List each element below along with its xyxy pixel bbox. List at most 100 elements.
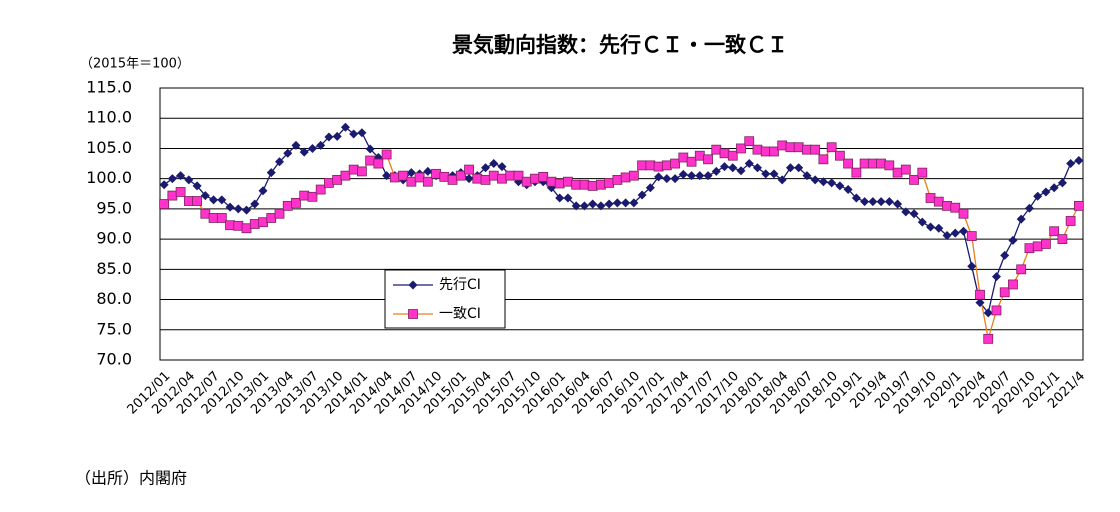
data-point [497,173,507,184]
data-point [357,128,367,138]
data-point [200,191,210,201]
data-point [167,174,177,184]
data-point [274,208,285,219]
data-point [225,220,235,231]
data-point [365,144,375,154]
data-point [480,174,491,185]
legend-label: 先行CI [439,277,481,293]
data-point [670,174,680,184]
data-point [810,175,820,185]
data-point [843,185,853,195]
data-point [1041,187,1051,197]
data-point [488,170,499,181]
data-point [546,176,557,187]
data-point [365,155,376,166]
series-line [163,140,1080,340]
data-point [917,167,928,178]
data-point [925,193,936,203]
data-point [200,208,211,219]
data-point [1049,183,1059,193]
data-point [728,163,738,173]
data-point [588,199,598,209]
data-point [291,140,301,150]
data-point [513,170,524,181]
series-line [163,126,1080,315]
data-point [744,159,754,169]
data-point [983,333,994,344]
legend-marker [408,309,418,319]
data-point [596,201,606,211]
data-point [274,157,284,167]
data-point [761,169,771,179]
data-point [176,171,186,181]
data-point [959,226,969,236]
data-point [167,190,178,201]
data-point [389,172,400,183]
data-point [1024,243,1035,254]
legend-label: 一致CI [439,306,481,322]
data-point [183,196,194,206]
data-point [983,308,993,318]
data-point [1057,234,1068,245]
data-point [1024,203,1034,213]
data-point [1000,250,1010,260]
data-point [554,178,565,189]
data-point [612,198,622,208]
data-point [423,166,433,176]
data-point [497,162,507,172]
data-point [662,174,672,184]
data-point [851,193,861,203]
data-point [827,178,837,188]
y-tick-label: 100.0 [86,168,132,187]
data-point [563,176,573,187]
data-point [489,159,499,169]
data-point [645,160,656,171]
data-point [727,150,738,161]
data-point [249,219,260,229]
data-point [283,148,293,158]
data-point [1016,214,1026,224]
data-point [678,152,689,163]
y-tick-label: 80.0 [96,289,132,308]
data-point [720,162,730,172]
data-point [686,156,697,167]
data-point [794,163,804,173]
data-point [357,166,367,177]
data-point [225,202,235,212]
data-point [661,160,672,171]
data-point [867,158,878,169]
data-point [604,177,615,188]
data-point [711,144,722,155]
data-point [521,176,532,187]
data-point [324,177,334,188]
data-point [439,171,450,182]
data-point [1016,264,1027,275]
data-point [975,298,985,308]
y-tick-label: 105.0 [86,138,132,157]
data-point [233,204,243,214]
data-point [637,190,647,200]
data-point [818,177,828,187]
y-tick-label: 70.0 [96,350,132,369]
data-point [1008,235,1018,245]
data-point [645,183,655,193]
chart-title: 景気動向指数：先行ＣＩ・一致ＣＩ [452,33,788,57]
data-point [414,172,425,183]
data-point [348,164,359,175]
data-point [785,142,796,153]
data-point [736,143,746,154]
data-point [332,174,343,185]
data-point [307,143,317,153]
data-point [793,142,804,153]
data-point [340,122,350,132]
data-point [571,179,582,190]
data-point [373,158,384,169]
data-point [694,150,705,161]
data-point [398,170,409,181]
data-point [555,193,565,203]
data-point [184,175,194,185]
data-point [769,146,779,157]
data-point [901,207,911,217]
data-point [332,131,342,141]
data-point [266,213,277,223]
